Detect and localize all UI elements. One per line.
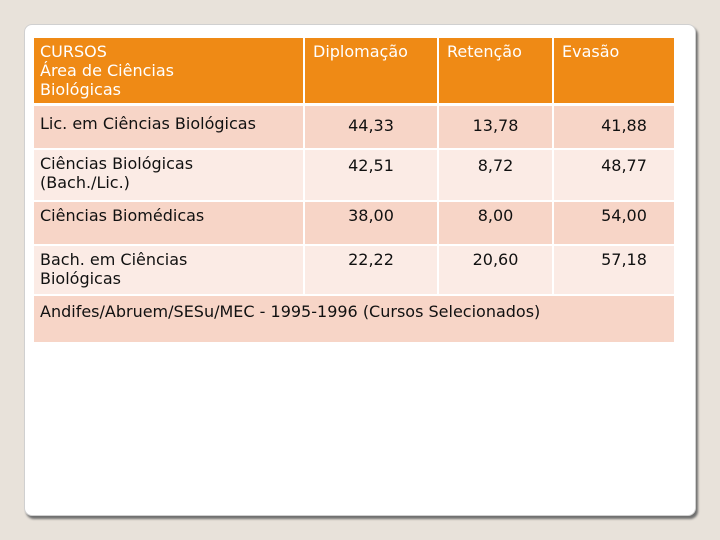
table-row: Lic. em Ciências Biológicas 44,33 13,78 …	[34, 104, 674, 150]
retencao-cell: 8,00	[438, 200, 554, 246]
retencao-cell: 13,78	[438, 104, 554, 150]
retencao-cell: 20,60	[438, 244, 554, 296]
header-courses-line2: Área de Ciências	[40, 61, 174, 80]
course-name-cell: Ciências Biomédicas	[34, 200, 305, 246]
diplomacao-cell: 44,33	[304, 104, 439, 150]
table-row: Ciências Biomédicas 38,00 8,00 54,00	[34, 200, 674, 246]
diplomacao-cell: 42,51	[304, 148, 439, 202]
header-courses-line1: CURSOS	[40, 42, 107, 61]
course-name-cell: Lic. em Ciências Biológicas	[34, 104, 305, 150]
table-row: Ciências Biológicas (Bach./Lic.) 42,51 8…	[34, 148, 674, 202]
course-name-line2: Biológicas	[40, 268, 121, 288]
course-name-line1: Ciências Biológicas	[40, 153, 194, 173]
table-header-row: CURSOS Área de Ciências Biológicas Diplo…	[34, 38, 674, 106]
header-courses-line3: Biológicas	[40, 80, 121, 99]
dropout-rates-table: CURSOS Área de Ciências Biológicas Diplo…	[34, 38, 674, 344]
evasao-cell: 41,88	[553, 104, 674, 150]
course-name-line2: (Bach./Lic.)	[40, 172, 130, 192]
source-note: Andifes/Abruem/SESu/MEC - 1995-1996 (Cur…	[34, 294, 674, 344]
source-row: Andifes/Abruem/SESu/MEC - 1995-1996 (Cur…	[34, 294, 674, 344]
course-name-cell: Bach. em Ciências Biológicas	[34, 244, 305, 296]
course-name-line1: Lic. em Ciências Biológicas	[40, 114, 256, 133]
evasao-cell: 54,00	[553, 200, 674, 246]
course-name-line1: Bach. em Ciências	[40, 249, 188, 269]
header-courses: CURSOS Área de Ciências Biológicas	[34, 38, 305, 106]
evasao-cell: 57,18	[553, 244, 674, 296]
header-diplomacao: Diplomação	[304, 38, 439, 106]
course-name-cell: Ciências Biológicas (Bach./Lic.)	[34, 148, 305, 202]
header-retencao: Retenção	[438, 38, 554, 106]
retencao-cell: 8,72	[438, 148, 554, 202]
table-row: Bach. em Ciências Biológicas 22,22 20,60…	[34, 244, 674, 296]
diplomacao-cell: 22,22	[304, 244, 439, 296]
diplomacao-cell: 38,00	[304, 200, 439, 246]
course-name-line1: Ciências Biomédicas	[40, 205, 205, 225]
evasao-cell: 48,77	[553, 148, 674, 202]
header-evasao: Evasão	[553, 38, 674, 106]
